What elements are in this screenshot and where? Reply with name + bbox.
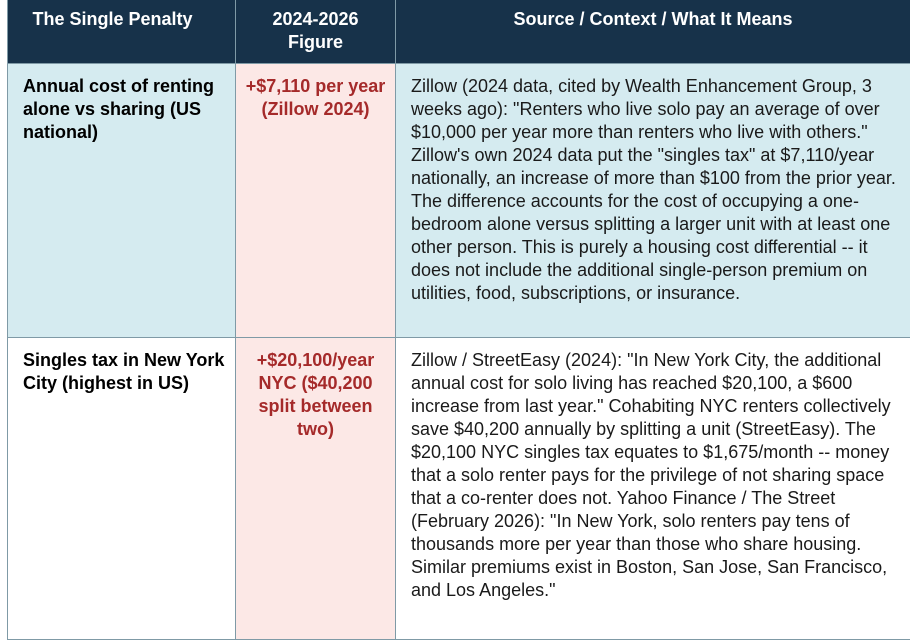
row-1-label: Annual cost of renting alone vs sharing …: [8, 64, 236, 338]
row-2-figure: +$20,100/year NYC ($40,200 split between…: [236, 338, 396, 640]
row-2-context: Zillow / StreetEasy (2024): "In New York…: [396, 338, 910, 640]
header-single-penalty: The Single Penalty: [8, 0, 236, 64]
header-source-context: Source / Context / What It Means: [396, 0, 910, 64]
row-2-label: Singles tax in New York City (highest in…: [8, 338, 236, 640]
single-penalty-table: The Single Penalty 2024-2026 Figure Sour…: [7, 0, 910, 640]
row-1-figure: +$7,110 per year (Zillow 2024): [236, 64, 396, 338]
row-1-context: Zillow (2024 data, cited by Wealth Enhan…: [396, 64, 910, 338]
header-figure: 2024-2026 Figure: [236, 0, 396, 64]
